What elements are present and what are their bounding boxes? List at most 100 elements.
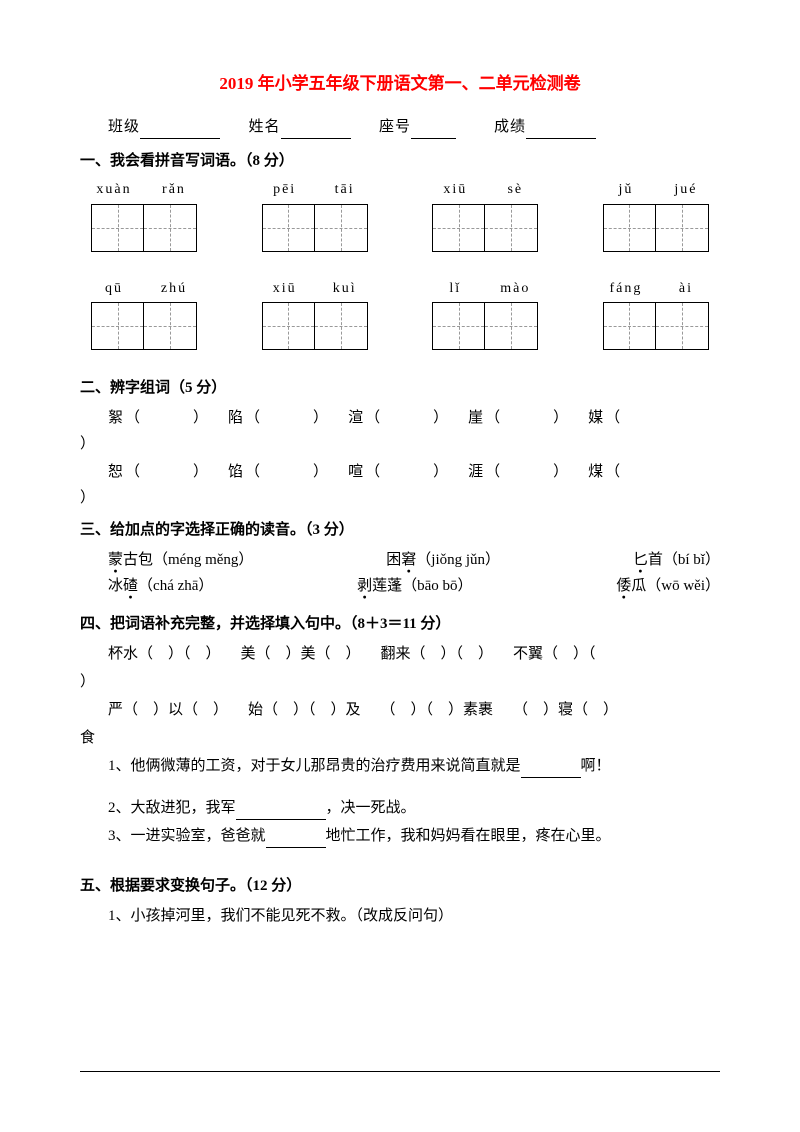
page-footer-line xyxy=(80,1071,720,1072)
section4-row2: 严（ ）以（ ） 始（ ）（ ）及 （ ）（ ）素裹 （ ）寝（ ） xyxy=(80,698,720,722)
pinyin: jué xyxy=(656,179,716,201)
char: 絮 xyxy=(108,406,125,430)
char-box-pair[interactable] xyxy=(262,302,368,350)
dotted-char: 匕 xyxy=(633,548,648,572)
fill-blank[interactable] xyxy=(266,832,326,848)
pron-item: 倭瓜（wō wěi） xyxy=(616,574,720,598)
idiom-blank[interactable]: 严（ ）以（ ） xyxy=(108,698,228,722)
score-label: 成绩 xyxy=(494,119,526,135)
pinyin: rǎn xyxy=(144,179,204,201)
dotted-char: 剥 xyxy=(357,574,372,598)
char: 煤 xyxy=(588,460,605,484)
char: 涯 xyxy=(468,460,485,484)
pinyin-group: jǔjué xyxy=(596,179,716,251)
char: 喧 xyxy=(348,460,365,484)
char: 媒 xyxy=(588,406,605,430)
pinyin: xiū xyxy=(425,179,485,201)
dotted-char: 窘 xyxy=(401,548,416,572)
char: 馅 xyxy=(228,460,245,484)
pinyin: fáng xyxy=(596,278,656,300)
pron-item: 匕首（bí bǐ） xyxy=(633,548,720,572)
name-label: 姓名 xyxy=(249,119,281,135)
char: 崖 xyxy=(468,406,485,430)
paren-blank[interactable]: （ ） xyxy=(365,460,450,484)
paren-blank[interactable]: （ ） xyxy=(125,406,210,430)
char: 陷 xyxy=(228,406,245,430)
char-box-pair[interactable] xyxy=(91,204,197,252)
dotted-char: 碴 xyxy=(123,574,138,598)
pinyin-row-2: qūzhú xiūkuì lǐmào fángài xyxy=(80,278,720,350)
name-blank[interactable] xyxy=(281,121,351,139)
section2-row1: 絮（ ） 陷（ ） 渲（ ） 崖（ ） 媒（ xyxy=(80,406,720,430)
pinyin: lǐ xyxy=(425,278,485,300)
paren-blank[interactable]: （ ） xyxy=(245,460,330,484)
paren-close: ） xyxy=(80,670,720,694)
char-box-pair[interactable] xyxy=(432,302,538,350)
pinyin-group: lǐmào xyxy=(425,278,545,350)
pinyin-group: xuànrǎn xyxy=(84,179,204,251)
paren-blank[interactable]: （ xyxy=(605,460,673,484)
paren-close: ） xyxy=(80,486,720,510)
fill-blank[interactable] xyxy=(521,762,581,778)
idiom-blank[interactable]: 不翼（ ）（ xyxy=(513,642,611,666)
pinyin-group: xiūkuì xyxy=(255,278,375,350)
idiom-blank[interactable]: 始（ ）（ ）及 xyxy=(248,698,361,722)
idiom-blank[interactable]: 翻来（ ）（ ） xyxy=(381,642,494,666)
char-box-pair[interactable] xyxy=(432,204,538,252)
paren-blank[interactable]: （ ） xyxy=(365,406,450,430)
idiom-blank[interactable]: （ ）（ ）素裹 xyxy=(381,698,494,722)
section3-row1: 蒙古包（méng měng） 困窘（jiǒng jǔn） 匕首（bí bǐ） xyxy=(80,548,720,572)
seat-blank[interactable] xyxy=(411,121,456,139)
char-box-pair[interactable] xyxy=(91,302,197,350)
char: 恕 xyxy=(108,460,125,484)
char-box-pair[interactable] xyxy=(262,204,368,252)
pinyin: kuì xyxy=(315,278,375,300)
fill-blank[interactable] xyxy=(236,804,326,820)
char-box-pair[interactable] xyxy=(603,302,709,350)
paren-close: ） xyxy=(80,432,720,456)
pinyin: sè xyxy=(485,179,545,201)
pinyin: mào xyxy=(485,278,545,300)
pinyin: qū xyxy=(84,278,144,300)
section4-row1: 杯水（ ）（ ） 美（ ）美（ ） 翻来（ ）（ ） 不翼（ ）（ xyxy=(80,642,720,666)
pinyin-group: qūzhú xyxy=(84,278,204,350)
pron-item: 蒙古包（méng měng） xyxy=(108,548,253,572)
pinyin: xiū xyxy=(255,278,315,300)
pinyin: xuàn xyxy=(84,179,144,201)
score-blank[interactable] xyxy=(526,121,596,139)
idiom-blank[interactable]: 美（ ）美（ ） xyxy=(241,642,361,666)
section5-sent1: 1、小孩掉河里，我们不能见死不救。（改成反问句） xyxy=(80,904,720,928)
pinyin: jǔ xyxy=(596,179,656,201)
section3-row2: 冰碴（chá zhā） 剥莲蓬（bāo bō） 倭瓜（wō wěi） xyxy=(80,574,720,598)
sentence-2: 2、大敌进犯，我军，决一死战。 xyxy=(80,796,720,820)
class-blank[interactable] xyxy=(140,121,220,139)
dotted-char: 蒙 xyxy=(108,548,123,572)
section3-heading: 三、给加点的字选择正确的读音。（3 分） xyxy=(80,518,720,542)
pinyin-group: xiūsè xyxy=(425,179,545,251)
section4-heading: 四、把词语补充完整，并选择填入句中。（8＋3＝11 分） xyxy=(80,612,720,636)
student-info-line: 班级 姓名 座号 成绩 xyxy=(80,115,720,139)
pinyin: zhú xyxy=(144,278,204,300)
paren-blank[interactable]: （ ） xyxy=(245,406,330,430)
class-label: 班级 xyxy=(108,119,140,135)
section5-heading: 五、根据要求变换句子。（12 分） xyxy=(80,874,720,898)
pinyin-row-1: xuànrǎn pēitāi xiūsè jǔjué xyxy=(80,179,720,251)
pinyin-group: pēitāi xyxy=(255,179,375,251)
paren-blank[interactable]: （ xyxy=(605,406,673,430)
pron-item: 剥莲蓬（bāo bō） xyxy=(357,574,472,598)
paren-blank[interactable]: （ ） xyxy=(485,406,570,430)
idiom-blank[interactable]: （ ）寝（ ） xyxy=(513,698,618,722)
pron-item: 困窘（jiǒng jǔn） xyxy=(386,548,500,572)
idiom-blank[interactable]: 杯水（ ）（ ） xyxy=(108,642,221,666)
page-title: 2019 年小学五年级下册语文第一、二单元检测卷 xyxy=(80,70,720,97)
section2-heading: 二、辨字组词（5 分） xyxy=(80,376,720,400)
pinyin-group: fángài xyxy=(596,278,716,350)
paren-blank[interactable]: （ ） xyxy=(125,460,210,484)
pinyin: ài xyxy=(656,278,716,300)
char-box-pair[interactable] xyxy=(603,204,709,252)
sentence-3: 3、一进实验室，爸爸就地忙工作，我和妈妈看在眼里，疼在心里。 xyxy=(80,824,720,848)
pinyin: tāi xyxy=(315,179,375,201)
seat-label: 座号 xyxy=(379,119,411,135)
pinyin: pēi xyxy=(255,179,315,201)
paren-blank[interactable]: （ ） xyxy=(485,460,570,484)
